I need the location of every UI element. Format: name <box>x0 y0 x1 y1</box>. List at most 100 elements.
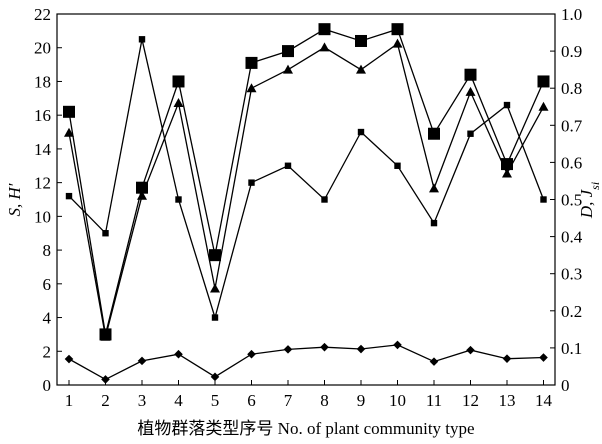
data-point-diamond <box>429 357 439 366</box>
data-point-triangle <box>465 86 476 96</box>
x-tick-label: 12 <box>462 391 479 410</box>
y-right-tick-label: 0.4 <box>561 228 583 247</box>
data-point-small-square <box>394 162 401 169</box>
y-left-tick-label: 16 <box>34 106 51 125</box>
data-point-diamond <box>320 342 329 352</box>
y-right-tick-label: 0.9 <box>561 42 582 61</box>
ticks-layer: 024681012141618202200.10.20.30.40.50.60.… <box>34 5 583 410</box>
y-right-tick-label: 1.0 <box>561 5 582 24</box>
y-axis-right-title: D, Jsi <box>577 182 602 219</box>
data-point-triangle <box>210 283 220 293</box>
series-layer <box>63 23 550 384</box>
data-point-triangle <box>538 101 549 111</box>
data-point-small-square <box>65 192 73 200</box>
data-point-triangle <box>100 331 111 341</box>
data-point-triangle <box>356 64 366 74</box>
x-tick-label: 8 <box>320 391 329 410</box>
x-axis-title: 植物群落类型序号 No. of plant community type <box>137 419 474 438</box>
data-point-diamond <box>393 340 402 350</box>
data-point-small-square <box>467 130 474 137</box>
y-left-tick-label: 14 <box>34 140 52 159</box>
data-point-large-square <box>428 127 440 140</box>
y-left-tick-label: 4 <box>43 309 52 328</box>
data-point-diamond <box>502 354 512 363</box>
data-point-triangle <box>246 83 257 93</box>
data-point-large-square <box>245 56 258 69</box>
svg-text:S, H′: S, H′ <box>5 183 24 216</box>
data-point-small-square <box>102 230 109 237</box>
data-point-diamond <box>174 349 183 359</box>
data-point-triangle <box>137 190 147 200</box>
x-tick-label: 14 <box>535 391 553 410</box>
x-tick-label: 1 <box>65 391 74 410</box>
x-tick-label: 10 <box>389 391 406 410</box>
data-point-small-square <box>175 196 182 203</box>
series-line-large-square <box>68 28 545 335</box>
data-point-small-square <box>503 101 511 109</box>
data-point-diamond <box>210 372 220 382</box>
y-right-tick-label: 0.3 <box>561 265 582 284</box>
data-point-triangle <box>283 64 293 74</box>
data-point-large-square <box>209 249 221 262</box>
x-tick-label: 13 <box>499 391 516 410</box>
data-point-large-square <box>63 105 75 118</box>
data-point-diamond <box>64 354 74 364</box>
data-point-small-square <box>284 162 292 169</box>
series-line-small-square <box>68 39 545 320</box>
data-point-small-square <box>211 314 219 321</box>
x-tick-label: 4 <box>174 391 183 410</box>
y-left-tick-label: 18 <box>34 72 51 91</box>
y-left-tick-label: 12 <box>34 174 51 193</box>
data-point-triangle <box>64 127 74 137</box>
data-point-diamond <box>539 353 548 362</box>
y-left-tick-label: 8 <box>43 241 52 260</box>
y-axis-left-title: S, H′ <box>5 183 24 216</box>
data-point-triangle <box>319 42 330 52</box>
svg-text:D, Jsi: D, Jsi <box>577 182 602 219</box>
data-point-small-square <box>248 179 255 186</box>
series-line-diamond <box>68 344 544 381</box>
y-right-tick-label: 0.6 <box>561 153 582 172</box>
data-point-diamond <box>283 345 293 354</box>
data-point-large-square <box>318 23 331 36</box>
data-point-triangle <box>173 98 184 108</box>
x-tick-label: 7 <box>284 391 293 410</box>
y-left-tick-label: 10 <box>34 207 51 226</box>
x-tick-label: 6 <box>247 391 256 410</box>
data-point-triangle <box>429 183 439 193</box>
y-right-tick-label: 0.1 <box>561 339 582 358</box>
data-point-diamond <box>247 349 256 359</box>
x-tick-label: 9 <box>357 391 366 410</box>
y-left-tick-label: 2 <box>43 342 52 361</box>
data-point-large-square <box>136 181 148 194</box>
data-point-large-square <box>282 45 294 58</box>
y-right-tick-label: 0.7 <box>561 116 583 135</box>
data-point-small-square <box>138 36 146 43</box>
data-point-large-square <box>537 75 550 88</box>
y-left-tick-label: 22 <box>34 5 51 24</box>
x-tick-label: 11 <box>426 391 442 410</box>
data-point-triangle <box>392 38 403 48</box>
data-point-diamond <box>466 345 475 355</box>
data-point-large-square <box>355 34 367 47</box>
data-point-small-square <box>540 196 547 203</box>
data-point-triangle <box>502 168 512 178</box>
y-left-tick-label: 0 <box>43 376 52 395</box>
y-right-tick-label: 0.5 <box>561 191 582 210</box>
y-right-tick-label: 0 <box>561 376 570 395</box>
data-point-large-square <box>391 23 404 36</box>
data-point-large-square <box>464 68 477 81</box>
y-right-tick-label: 0.8 <box>561 79 582 98</box>
data-point-small-square <box>430 219 438 227</box>
data-point-large-square <box>172 75 185 88</box>
data-point-small-square <box>357 128 365 136</box>
x-tick-label: 5 <box>211 391 220 410</box>
plot-frame <box>56 13 556 386</box>
data-point-diamond <box>101 375 110 384</box>
y-left-tick-label: 20 <box>34 39 51 58</box>
y-left-tick-label: 6 <box>43 275 52 294</box>
x-tick-label: 3 <box>138 391 147 410</box>
data-point-diamond <box>137 356 147 366</box>
x-tick-label: 2 <box>101 391 110 410</box>
